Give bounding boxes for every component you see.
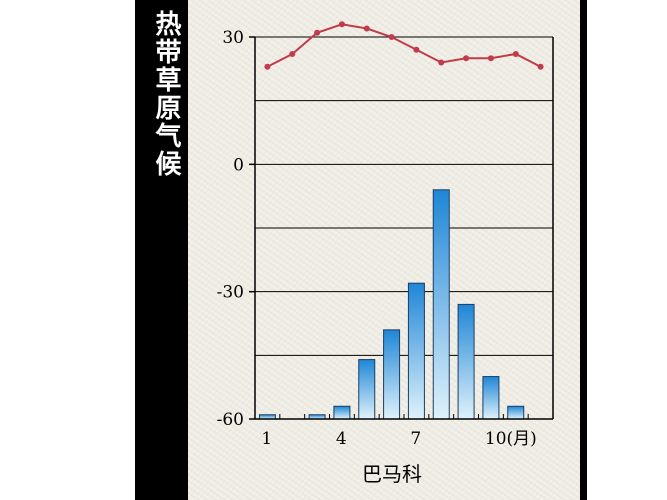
temperature-point — [314, 29, 321, 36]
x-tick-label: 7 — [410, 429, 421, 449]
precipitation-bar — [383, 329, 401, 420]
precipitation-bar — [507, 405, 525, 420]
precipitation-bar — [358, 359, 376, 420]
precipitation-bar — [432, 189, 450, 420]
precipitation-bar — [407, 282, 425, 420]
temperature-line — [264, 21, 544, 70]
place-label: 巴马科 — [362, 462, 422, 486]
chart-axes — [249, 36, 554, 420]
x-tick-labels: 1 4 7 10(月) — [261, 429, 536, 449]
grid-lines — [255, 36, 553, 356]
x-tick-label: 4 — [336, 429, 347, 449]
temperature-point — [512, 50, 519, 57]
y-tick-label: -30 — [217, 283, 244, 303]
precipitation-bar — [457, 303, 475, 420]
y-tick-label: 0 — [233, 155, 244, 175]
temperature-point — [338, 21, 345, 28]
temperature-point — [289, 50, 296, 57]
precipitation-bars — [258, 189, 525, 420]
temperature-point — [487, 55, 494, 62]
temperature-curve — [266, 23, 542, 68]
x-tick-label: 1 — [261, 429, 272, 449]
y-tick-label: -60 — [217, 410, 244, 430]
temperature-point — [463, 55, 470, 62]
temperature-point — [264, 63, 271, 70]
precipitation-bar — [333, 405, 351, 420]
temperature-point — [438, 59, 445, 66]
precipitation-bar — [482, 376, 500, 420]
x-tick-label: 10(月) — [485, 429, 537, 449]
temperature-point — [363, 25, 370, 32]
temperature-point — [537, 63, 544, 70]
y-tick-labels: 30 0 -30 -60 — [217, 28, 244, 430]
climate-description: 全年高温，年中有明显的干湿季。 — [604, 38, 629, 398]
climate-type-title: 热带草原气候 — [151, 10, 181, 178]
y-tick-label: 30 — [222, 28, 244, 48]
temperature-point — [388, 34, 395, 40]
temperature-point — [413, 46, 420, 53]
